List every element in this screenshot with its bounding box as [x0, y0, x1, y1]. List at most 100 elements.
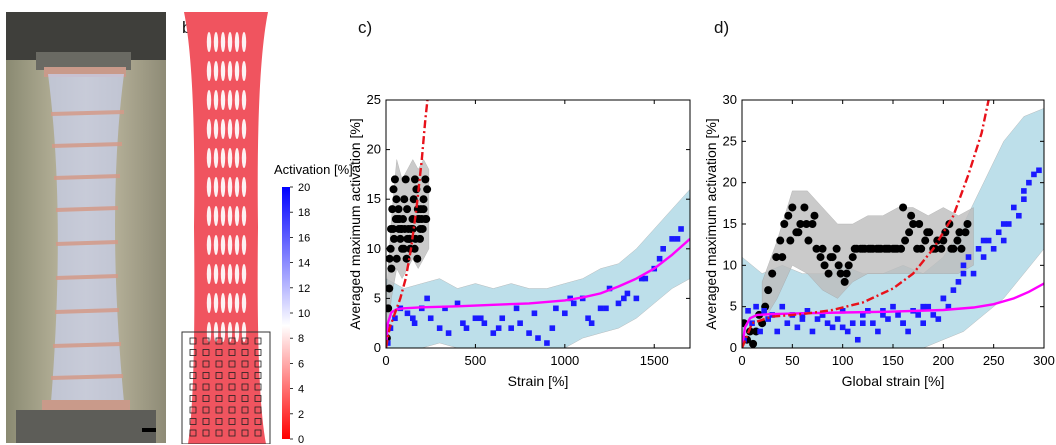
data-point-black: [794, 228, 803, 237]
data-point-black: [401, 175, 410, 184]
sim-hole: [241, 90, 247, 110]
data-point-black: [899, 203, 908, 212]
data-point-black: [764, 286, 773, 295]
data-point-blue: [562, 310, 568, 317]
data-point-blue: [1016, 212, 1022, 219]
data-point-black: [396, 234, 405, 243]
data-point-blue: [436, 325, 443, 331]
data-point-black: [808, 220, 817, 228]
data-point-blue: [1021, 188, 1027, 194]
data-point-blue: [392, 315, 398, 322]
sim-grid-cell: [202, 383, 210, 391]
data-point-black: [917, 244, 926, 253]
sim-grid-cell: [215, 337, 223, 345]
data-point-blue: [442, 305, 448, 312]
data-point-blue: [386, 340, 391, 346]
y-tick-label: 0: [730, 340, 737, 355]
data-point-blue: [890, 303, 896, 310]
colorbar-gradient: [282, 187, 290, 439]
data-point-black: [776, 236, 785, 245]
data-point-black: [963, 220, 972, 228]
data-point-blue: [404, 310, 411, 317]
data-point-black: [957, 244, 966, 253]
data-point-black: [800, 203, 809, 212]
sim-grid-cell: [228, 337, 236, 345]
data-point-blue: [678, 226, 684, 232]
sim-hole: [206, 90, 212, 110]
axes-frame: [385, 99, 691, 349]
sim-hole: [213, 235, 219, 255]
sim-hole: [234, 293, 240, 313]
data-point-blue: [588, 320, 595, 326]
data-point-blue: [975, 246, 982, 252]
data-point-blue: [915, 312, 921, 318]
sim-hole: [241, 119, 247, 139]
data-point-blue: [945, 303, 952, 310]
data-point-blue: [875, 328, 881, 335]
sim-grid-cell: [241, 406, 249, 414]
data-point-blue: [1000, 237, 1007, 244]
data-point-blue: [526, 330, 532, 336]
data-point-blue: [804, 308, 811, 314]
x-axis-label: Strain [%]: [508, 373, 569, 389]
sim-hole: [241, 235, 247, 255]
data-point-blue: [844, 328, 851, 335]
data-point-black: [423, 185, 432, 194]
sim-grid-cell: [189, 395, 197, 402]
data-point-blue: [753, 303, 759, 310]
data-point-blue: [745, 308, 751, 314]
data-point-blue: [930, 312, 937, 318]
sim-grid-cell: [202, 406, 210, 414]
sim-hole: [227, 235, 233, 255]
data-point-blue: [905, 328, 911, 335]
y-tick-label: 15: [367, 191, 381, 206]
data-point-black: [915, 220, 924, 228]
data-point-blue: [615, 300, 622, 307]
data-point-black: [400, 224, 409, 233]
sim-grid-cell: [241, 372, 249, 379]
sim-hole: [213, 293, 219, 313]
data-point-blue: [669, 236, 675, 242]
data-point-black: [413, 254, 422, 263]
sim-hole: [220, 119, 226, 139]
data-point-blue: [839, 308, 846, 314]
data-point-blue: [549, 325, 556, 331]
data-point-black: [953, 236, 962, 245]
sim-hole: [220, 206, 226, 226]
panel-label-d: d): [714, 18, 730, 37]
data-point-blue: [814, 316, 821, 322]
y-tick-label: 5: [730, 299, 737, 314]
y-tick-label: 0: [374, 340, 381, 355]
sim-hole: [220, 90, 226, 110]
data-point-black: [387, 264, 396, 273]
data-point-blue: [885, 316, 891, 322]
data-point-black: [403, 205, 412, 214]
sim-grid-cell: [189, 372, 197, 379]
data-point-blue: [980, 237, 987, 244]
sim-grid-cell: [189, 418, 197, 425]
data-point-blue: [472, 315, 479, 322]
sim-hole: [227, 32, 233, 52]
sim-hole: [234, 264, 240, 284]
x-tick-label: 250: [983, 353, 1005, 368]
data-point-blue: [920, 320, 926, 326]
sim-hole: [206, 206, 212, 226]
data-point-black: [392, 195, 401, 204]
y-tick-label: 10: [367, 241, 381, 256]
sim-hole: [227, 61, 233, 81]
sim-grid-cell: [241, 395, 249, 402]
data-point-blue: [597, 305, 604, 312]
data-point-black: [866, 244, 875, 253]
specimen-photo: [6, 12, 166, 443]
data-point-blue: [410, 315, 416, 322]
sim-grid-cell: [228, 360, 236, 368]
data-point-black: [874, 244, 883, 253]
data-point-black: [802, 220, 811, 228]
data-point-black: [780, 220, 789, 228]
y-tick-label: 20: [367, 142, 381, 157]
data-point-blue: [799, 316, 806, 322]
y-axis-label: Averaged maximum activation [%]: [703, 118, 719, 329]
sim-hole: [234, 119, 240, 139]
x-tick-label: 300: [1033, 353, 1055, 368]
data-point-black: [772, 253, 781, 262]
